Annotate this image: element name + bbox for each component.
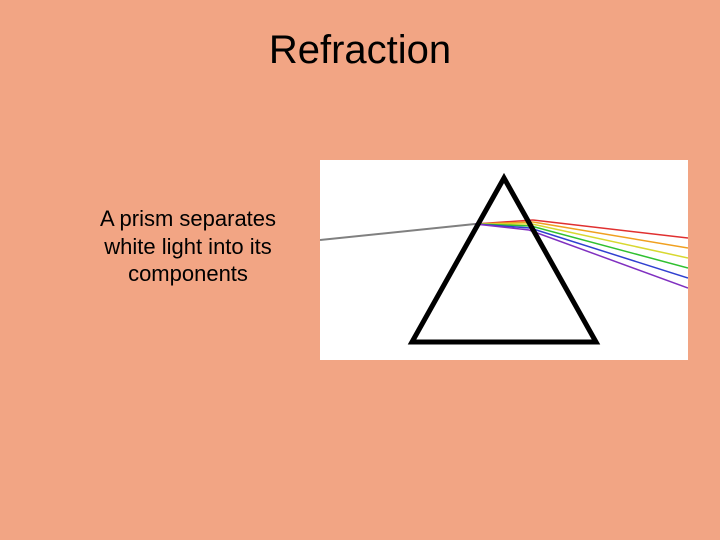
ray-exit-3 xyxy=(531,226,688,268)
prism-diagram xyxy=(320,160,688,360)
caption-text: A prism separates white light into its c… xyxy=(78,205,298,288)
prism-svg xyxy=(320,160,688,360)
prism-triangle xyxy=(412,178,596,342)
incoming-ray xyxy=(320,224,475,240)
ray-exit-5 xyxy=(529,230,688,288)
page-title: Refraction xyxy=(0,28,720,73)
